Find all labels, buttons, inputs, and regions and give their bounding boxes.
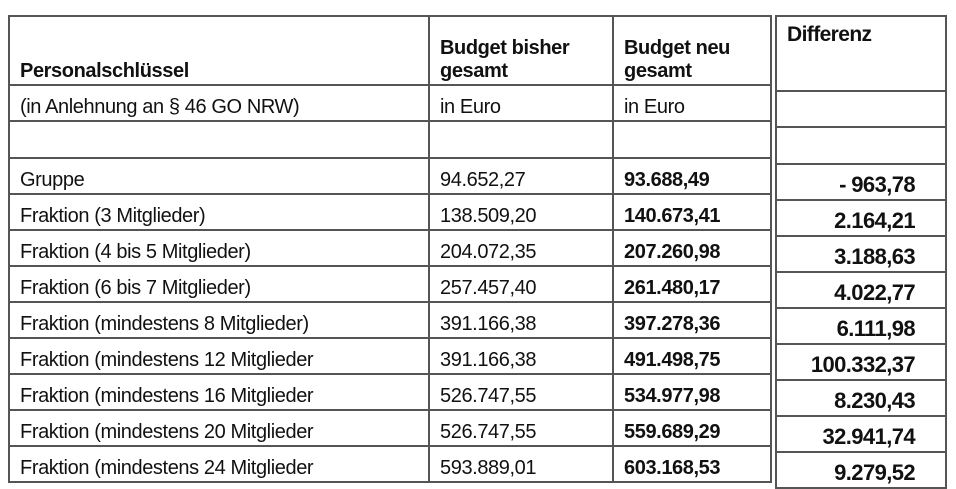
difference-value: 9.279,52 [775,451,947,489]
difference-row: 32.941,74 [775,415,947,453]
budget-neu-value: 491.498,75 [612,337,772,375]
budget-bisher-value: 94.652,27 [428,157,614,195]
budget-bisher-value: 526.747,55 [428,409,614,447]
empty-cell [612,120,772,159]
subheader-unit-neu: in Euro [612,84,772,122]
budget-bisher-value: 138.509,20 [428,193,614,231]
budget-neu-value: 207.260,98 [612,229,772,267]
table-row: Fraktion (mindestens 8 Mitglieder) 391.16… [8,301,772,339]
difference-value: 4.022,77 [775,271,947,309]
empty-cell [775,90,947,128]
difference-subheader-row [775,90,947,128]
subheader-unit-bisher: in Euro [428,84,614,122]
header-budget-neu-line1: Budget neu [624,37,730,59]
row-label: Gruppe [8,157,430,195]
budget-bisher-value: 593.889,01 [428,445,614,483]
budget-bisher-value: 257.457,40 [428,265,614,303]
budget-bisher-value: 526.747,55 [428,373,614,411]
header-budget-neu-line2: gesamt [624,60,692,82]
table-row: Fraktion (mindestens 12 Mitglieder 391.16… [8,337,772,375]
empty-cell [8,120,430,159]
budget-neu-value: 93.688,49 [612,157,772,195]
row-label: Fraktion (mindestens 24 Mitglieder [8,445,430,483]
difference-value: 3.188,63 [775,235,947,273]
difference-empty-row [775,126,947,165]
empty-row [8,120,772,159]
difference-row: 8.230,43 [775,379,947,417]
empty-cell [775,126,947,165]
header-budget-neu: Budget neu gesamt [612,15,772,86]
budget-bisher-value: 391.166,38 [428,337,614,375]
row-label: Fraktion (3 Mitglieder) [8,193,430,231]
table-row: Fraktion (4 bis 5 Mitglieder) 204.072,35 2… [8,229,772,267]
table-row: Fraktion (mindestens 24 Mitglieder 593.88… [8,445,772,483]
difference-row: 9.279,52 [775,451,947,489]
difference-row: - 963,78 [775,163,947,201]
difference-row: 3.188,63 [775,235,947,273]
table-row: Fraktion (3 Mitglieder) 138.509,20 140.673… [8,193,772,231]
header-personalschluessel: Personalschlüssel [8,15,430,86]
difference-row: 100.332,37 [775,343,947,381]
difference-value: - 963,78 [775,163,947,201]
row-label: Fraktion (4 bis 5 Mitglieder) [8,229,430,267]
row-label: Fraktion (mindestens 12 Mitglieder [8,337,430,375]
table-row: Fraktion (mindestens 16 Mitglieder 526.74… [8,373,772,411]
difference-value: 2.164,21 [775,199,947,237]
row-label: Fraktion (mindestens 20 Mitglieder [8,409,430,447]
header-budget-bisher: Budget bisher gesamt [428,15,614,86]
budget-neu-value: 559.689,29 [612,409,772,447]
difference-value: 32.941,74 [775,415,947,453]
budget-bisher-value: 391.166,38 [428,301,614,339]
difference-value: 8.230,43 [775,379,947,417]
table-row: Fraktion (mindestens 20 Mitglieder 526.74… [8,409,772,447]
difference-header-row: Differenz [775,15,947,92]
subheader-legal-reference: (in Anlehnung an § 46 GO NRW) [8,84,430,122]
table-row: Gruppe 94.652,27 93.688,49 [8,157,772,195]
budget-bisher-value: 204.072,35 [428,229,614,267]
budget-table: Personalschlüssel Budget bisher gesamt Bu… [8,15,772,483]
budget-neu-value: 140.673,41 [612,193,772,231]
header-differenz: Differenz [775,15,947,92]
row-label: Fraktion (mindestens 16 Mitglieder [8,373,430,411]
table-row: Fraktion (6 bis 7 Mitglieder) 257.457,40 2… [8,265,772,303]
difference-table: Differenz - 963,78 2.164,21 3.188,63 4.022,… [775,15,947,489]
row-label: Fraktion (mindestens 8 Mitglieder) [8,301,430,339]
empty-cell [428,120,614,159]
difference-value: 6.111,98 [775,307,947,345]
budget-neu-value: 261.480,17 [612,265,772,303]
difference-row: 6.111,98 [775,307,947,345]
header-budget-bisher-line2: gesamt [440,60,508,82]
row-label: Fraktion (6 bis 7 Mitglieder) [8,265,430,303]
budget-neu-value: 534.977,98 [612,373,772,411]
header-budget-bisher-line1: Budget bisher [440,37,570,59]
header-row: Personalschlüssel Budget bisher gesamt Bu… [8,15,772,86]
difference-row: 4.022,77 [775,271,947,309]
budget-neu-value: 397.278,36 [612,301,772,339]
budget-neu-value: 603.168,53 [612,445,772,483]
difference-value: 100.332,37 [775,343,947,381]
difference-row: 2.164,21 [775,199,947,237]
subheader-row: (in Anlehnung an § 46 GO NRW) in Euro in… [8,84,772,122]
